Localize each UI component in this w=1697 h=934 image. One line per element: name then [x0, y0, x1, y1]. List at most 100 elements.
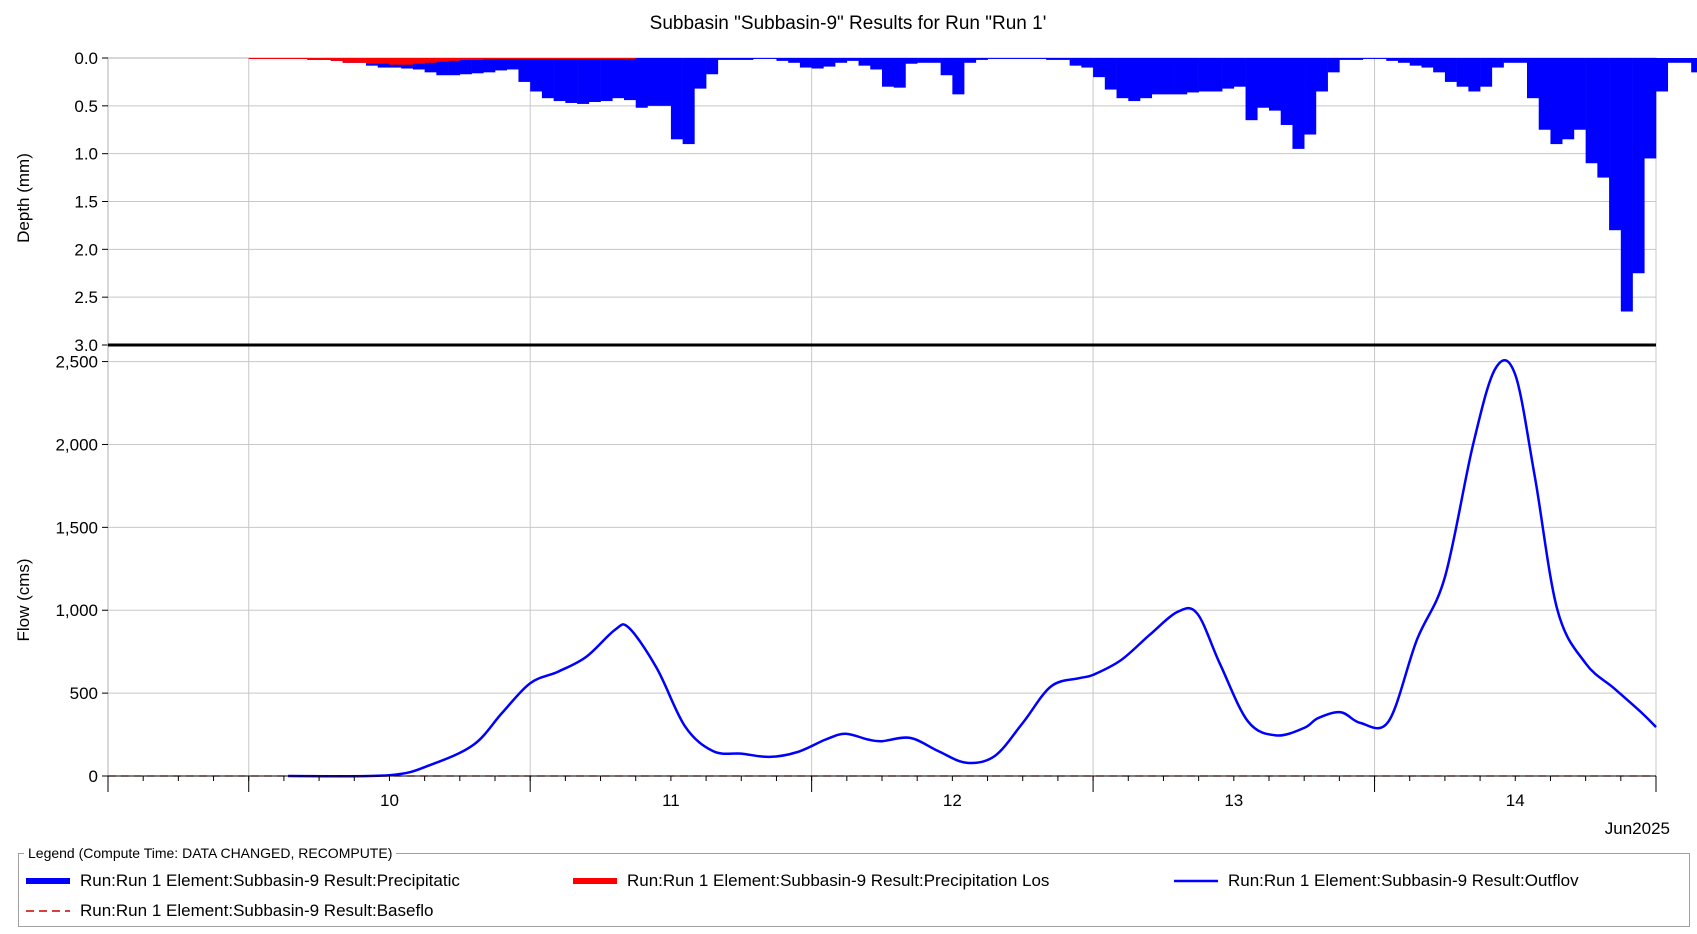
precipitation-y-axis-label: Depth (mm)	[14, 153, 33, 243]
precipitation-y-ticks: 0.0 0.5 1.0 1.5 2.0 2.5 3.0	[74, 49, 108, 355]
precipitation-loss-bar	[448, 58, 461, 61]
precipitation-bar	[846, 58, 859, 61]
precipitation-bar	[1233, 58, 1246, 87]
precipitation-bar	[1644, 58, 1657, 159]
precipitation-loss-bar	[459, 58, 472, 60]
precipitation-tick-label: 2.0	[74, 240, 98, 259]
precipitation-loss-bar	[530, 58, 543, 59]
precipitation-loss-bar	[401, 58, 414, 65]
precipitation-loss-bar	[436, 58, 449, 62]
precipitation-bar	[1339, 58, 1352, 60]
precipitation-bar	[1198, 58, 1211, 92]
precipitation-bar	[495, 58, 508, 71]
precipitation-loss-bar	[330, 58, 343, 61]
precipitation-bar	[588, 58, 601, 103]
precipitation-bar	[928, 58, 941, 63]
legend-title: Legend (Compute Time: DATA CHANGED, RECO…	[24, 845, 397, 861]
precipitation-bar	[1151, 58, 1164, 95]
precipitation-bar	[964, 58, 977, 63]
precipitation-bar	[1351, 58, 1364, 60]
legend-box	[18, 853, 1690, 927]
precipitation-loss-bar	[506, 58, 519, 59]
precipitation-loss-bar	[272, 58, 285, 59]
precipitation-bar	[541, 58, 554, 99]
flow-grid	[107, 343, 1657, 777]
precipitation-bar	[1656, 58, 1669, 92]
precipitation-tick-label: 0.5	[74, 97, 98, 116]
precipitation-loss-bar	[295, 58, 308, 59]
precipitation-tick-label: 3.0	[74, 336, 98, 355]
precipitation-bar	[1597, 58, 1610, 178]
precipitation-bar	[659, 58, 672, 106]
legend-label-baseflow: Run:Run 1 Element:Subbasin-9 Result:Base…	[80, 901, 434, 920]
precipitation-bar	[1034, 58, 1047, 59]
precipitation-bar	[1011, 58, 1024, 59]
precipitation-bar	[1222, 58, 1235, 89]
precipitation-bar	[1116, 58, 1129, 99]
precipitation-bar	[1386, 58, 1399, 61]
precipitation-bar	[670, 58, 683, 140]
precipitation-bar	[1175, 58, 1188, 95]
precipitation-loss-bar	[319, 58, 332, 60]
precipitation-tick-label: 1.0	[74, 145, 98, 164]
x-axis: 10 11 12 13 14	[107, 775, 1657, 810]
precipitation-bar	[1057, 58, 1070, 60]
x-axis-tick-label: 11	[662, 791, 680, 810]
precipitation-bar	[870, 58, 883, 70]
precipitation-bar	[1409, 58, 1422, 66]
x-axis-tick-label: 12	[943, 791, 962, 810]
precipitation-bar	[940, 58, 953, 76]
precipitation-bar	[1327, 58, 1340, 73]
legend-label-precipitation: Run:Run 1 Element:Subbasin-9 Result:Prec…	[80, 871, 460, 890]
precipitation-bar	[1468, 58, 1481, 92]
legend-swatch-precipitation	[26, 878, 70, 884]
flow-plot-area	[107, 344, 1657, 777]
precipitation-bar	[999, 58, 1012, 59]
precipitation-bar	[1280, 58, 1293, 125]
precipitation-loss-bar	[412, 58, 425, 64]
legend-label-outflow: Run:Run 1 Element:Subbasin-9 Result:Outf…	[1228, 871, 1579, 890]
precipitation-bar	[1245, 58, 1258, 121]
precipitation-bars	[248, 58, 1697, 312]
precipitation-bar	[694, 58, 707, 89]
precipitation-tick-label: 0.0	[74, 49, 98, 68]
precipitation-bar	[1632, 58, 1645, 274]
x-axis-tick-label: 13	[1224, 791, 1243, 810]
flow-tick-label: 1,000	[55, 601, 98, 620]
precipitation-bar	[1620, 58, 1633, 312]
precipitation-loss-bar	[565, 58, 578, 59]
flow-y-axis-label: Flow (cms)	[14, 558, 33, 641]
precipitation-bar	[682, 58, 695, 145]
precipitation-loss-bar	[553, 58, 566, 59]
precipitation-bar	[1304, 58, 1317, 135]
precipitation-tick-label: 2.5	[74, 288, 98, 307]
precipitation-bar	[436, 58, 449, 76]
precipitation-bar	[1186, 58, 1199, 93]
chart-title: Subbasin "Subbasin-9" Results for Run "R…	[650, 13, 1047, 34]
flow-tick-label: 2,000	[55, 435, 98, 454]
precipitation-loss-bar	[541, 58, 554, 59]
precipitation-loss-bar	[283, 58, 296, 59]
precipitation-loss-bar	[260, 58, 273, 59]
precipitation-loss-bar	[307, 58, 320, 60]
legend-swatch-baseflow	[26, 910, 70, 912]
precipitation-bar	[764, 58, 777, 59]
flow-y-ticks: 0 500 1,000 1,500 2,000 2,500	[55, 353, 108, 786]
precipitation-bar	[635, 58, 648, 108]
precipitation-loss-bar	[577, 58, 590, 59]
precipitation-loss-bar	[389, 58, 402, 65]
precipitation-bar	[1210, 58, 1223, 92]
outflow-line	[288, 359, 1657, 778]
precipitation-bar	[624, 58, 637, 101]
precipitation-bar	[1527, 58, 1540, 99]
precipitation-bar	[1104, 58, 1117, 90]
precipitation-bar	[459, 58, 472, 75]
precipitation-bar	[1679, 58, 1692, 63]
precipitation-loss-bar	[424, 58, 437, 63]
precipitation-bar	[788, 58, 801, 63]
precipitation-bar	[1022, 58, 1035, 59]
precipitation-loss-bar	[354, 58, 367, 63]
precipitation-loss-bar	[624, 58, 637, 59]
precipitation-bar	[448, 58, 461, 76]
flow-tick-label: 0	[89, 767, 98, 786]
